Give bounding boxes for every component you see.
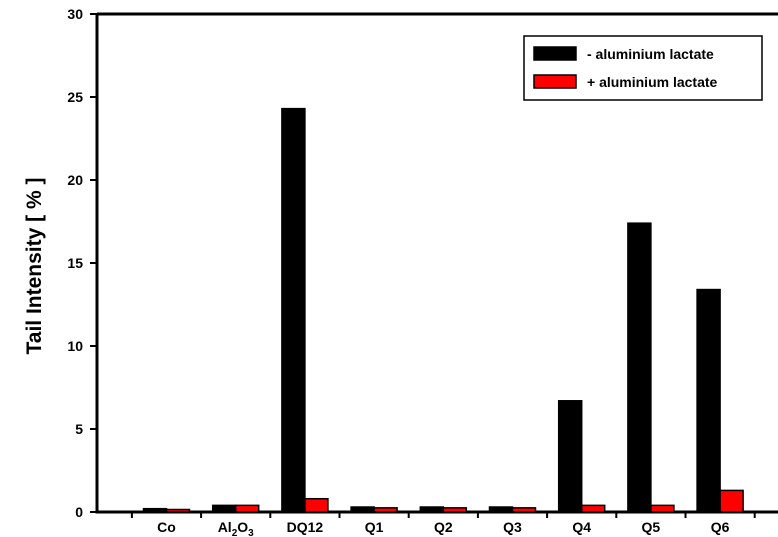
bar-plus-aluminium-lactate xyxy=(304,497,329,513)
bar-minus-aluminium-lactate xyxy=(696,288,721,513)
bar-plus-aluminium-lactate xyxy=(719,489,744,513)
bar-minus-aluminium-lactate xyxy=(281,107,306,513)
x-tick-label: Al2O3 xyxy=(218,519,254,537)
bar-plus-aluminium-lactate xyxy=(373,507,398,513)
y-axis-label: Tail Intensity [ % ] xyxy=(23,178,46,355)
legend: - aluminium lactate + aluminium lactate xyxy=(523,35,763,101)
y-tick-label: 10 xyxy=(67,338,83,354)
bar-plus-aluminium-lactate xyxy=(650,504,675,513)
x-tick-label: DQ12 xyxy=(287,519,324,535)
y-tick-label: 0 xyxy=(75,504,83,520)
bar-plus-aluminium-lactate xyxy=(165,508,191,513)
y-tick-label: 25 xyxy=(67,89,83,105)
y-tick-label: 30 xyxy=(67,6,83,22)
legend-label: - aluminium lactate xyxy=(587,46,714,62)
bar-minus-aluminium-lactate xyxy=(350,506,375,513)
y-tick-label: 5 xyxy=(75,421,83,437)
x-tick-label: Q6 xyxy=(711,519,730,535)
bar-plus-aluminium-lactate xyxy=(234,504,260,513)
x-tick-label: Q3 xyxy=(503,519,522,535)
bar-minus-aluminium-lactate xyxy=(557,400,583,513)
legend-label: + aluminium lactate xyxy=(587,74,718,90)
x-tick-label: Co xyxy=(157,519,176,535)
legend-swatch xyxy=(533,46,577,61)
bars xyxy=(142,107,744,513)
x-tick-label: Q5 xyxy=(642,519,661,535)
bar-minus-aluminium-lactate xyxy=(488,506,514,513)
y-axis: 0 5 10 15 20 25 30 xyxy=(67,6,97,520)
y-tick-label: 20 xyxy=(67,172,83,188)
bar-plus-aluminium-lactate xyxy=(511,507,537,513)
bar-minus-aluminium-lactate xyxy=(419,506,445,513)
x-tick-label: Q1 xyxy=(365,519,384,535)
bar-minus-aluminium-lactate xyxy=(211,504,237,513)
x-tick-label: Q4 xyxy=(572,519,591,535)
bar-minus-aluminium-lactate xyxy=(627,222,652,513)
y-tick-label: 15 xyxy=(67,255,83,271)
x-axis: Co Al2O3 DQ12 Q1 Q2 Q3 Q4 Q5 Q6 xyxy=(130,512,756,537)
bar-plus-aluminium-lactate xyxy=(442,507,468,513)
bar-plus-aluminium-lactate xyxy=(580,504,606,513)
legend-swatch xyxy=(533,74,577,89)
x-tick-label: Q2 xyxy=(434,519,453,535)
bar-minus-aluminium-lactate xyxy=(142,507,168,513)
